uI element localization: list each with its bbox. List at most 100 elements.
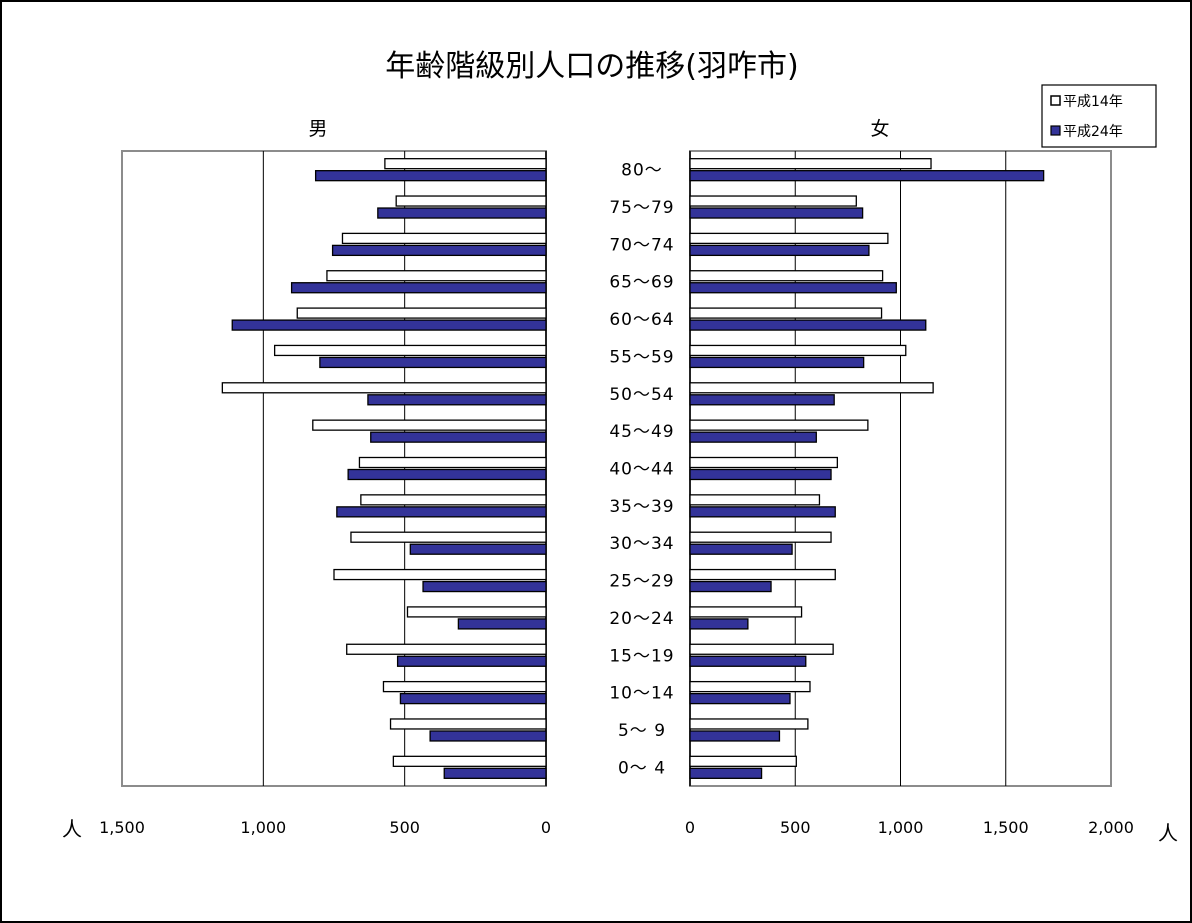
category-label: 80～ [621,161,663,181]
tick-label-male: 500 [389,818,420,837]
category-label: 0～ 4 [618,758,666,778]
tick-label-male: 1,500 [99,818,145,837]
legend-box [1041,84,1157,148]
tick-label-male: 1,000 [240,818,286,837]
category-label: 5～ 9 [618,721,666,741]
bar-male-h14 [406,606,547,618]
bar-male-h14 [273,344,547,357]
bar-female-h24 [689,244,870,257]
tick-label-female: 1,500 [983,818,1029,837]
bar-male-h14 [395,195,547,207]
bar-male-h14 [341,232,547,245]
bar-male-h24 [377,207,547,219]
bar-female-h14 [689,307,883,319]
bar-male-h14 [326,270,547,282]
bar-female-h24 [689,170,1045,182]
bar-female-h24 [689,730,781,742]
bar-female-h14 [689,195,857,207]
legend-label-2002: 平成14年 [1063,94,1123,110]
bar-female-h14 [689,531,832,543]
bar-female-h14 [689,382,934,394]
bar-female-h14 [689,344,907,357]
bar-male-h14 [346,643,547,655]
chart-title: 年齢階級別人口の推移(羽咋市) [385,49,798,84]
bar-male-h24 [429,730,547,742]
category-label: 20～24 [609,609,674,629]
bar-male-h24 [457,618,547,630]
bar-female-h14 [689,456,839,469]
bar-male-h24 [231,319,547,331]
plot-area-male [121,150,547,787]
bar-female-h24 [689,618,749,630]
category-label: 60～64 [609,310,674,330]
tick-label-female: 0 [685,818,695,837]
bar-male-h24 [331,244,547,257]
bar-female-h14 [689,494,821,506]
bar-female-h14 [689,755,797,767]
category-label: 75～79 [609,198,674,218]
bar-female-h24 [689,767,763,779]
panel-label-male: 男 [308,118,327,140]
bar-male-h24 [399,692,547,705]
bar-female-h14 [689,718,809,730]
bar-female-h14 [689,606,803,618]
category-label: 30～34 [609,534,674,554]
category-label: 25～29 [609,572,674,592]
bar-male-h14 [296,307,547,319]
tick-label-male: 0 [541,818,551,837]
bar-female-h14 [689,232,889,245]
bar-female-h24 [689,431,817,443]
bar-female-h24 [689,319,927,331]
category-label: 35～39 [609,497,674,517]
panel-label-female: 女 [870,118,889,140]
bar-female-h24 [689,468,832,481]
legend-label-2012: 平成24年 [1063,124,1123,140]
bar-female-h14 [689,270,884,282]
category-label: 45～49 [609,422,674,442]
bar-male-h24 [290,282,547,294]
bar-male-h14 [221,382,547,394]
bar-male-h24 [314,170,547,182]
bar-male-h24 [443,767,547,779]
bar-female-h14 [689,680,811,693]
bar-female-h24 [689,282,897,294]
category-label: 15～19 [609,646,674,666]
bar-female-h24 [689,543,793,555]
category-label: 70～74 [609,235,674,255]
bar-male-h14 [360,494,547,506]
bar-female-h24 [689,356,865,369]
bar-female-h24 [689,580,772,593]
legend-swatch-2002 [1050,95,1061,106]
bar-male-h14 [350,531,547,543]
bar-male-h24 [347,468,547,481]
category-label: 65～69 [609,273,674,293]
bar-male-h24 [319,356,547,369]
bar-female-h24 [689,394,835,406]
tick-label-female: 500 [780,818,811,837]
bar-male-h14 [384,158,547,170]
bar-male-h14 [382,680,547,693]
category-label: 40～44 [609,460,674,480]
bar-male-h24 [367,394,547,406]
bar-female-h14 [689,419,869,431]
bar-female-h24 [689,655,807,667]
bar-male-h24 [422,580,547,593]
bar-female-h14 [689,643,834,655]
bar-male-h14 [389,718,547,730]
legend: 平成14年 平成24年 [1041,84,1157,148]
bar-female-h24 [689,207,864,219]
bar-male-h24 [370,431,547,443]
tick-label-female: 2,000 [1088,818,1134,837]
bar-male-h24 [336,506,547,518]
bar-male-h14 [312,419,547,431]
bar-female-h14 [689,568,836,581]
category-label: 10～14 [609,684,674,704]
unit-label-right: 人 [1158,821,1178,845]
bar-female-h24 [689,506,836,518]
bar-male-h14 [392,755,547,767]
bar-male-h14 [358,456,547,469]
bar-male-h14 [333,568,547,581]
bar-male-h24 [396,655,547,667]
category-label: 55～59 [609,347,674,367]
